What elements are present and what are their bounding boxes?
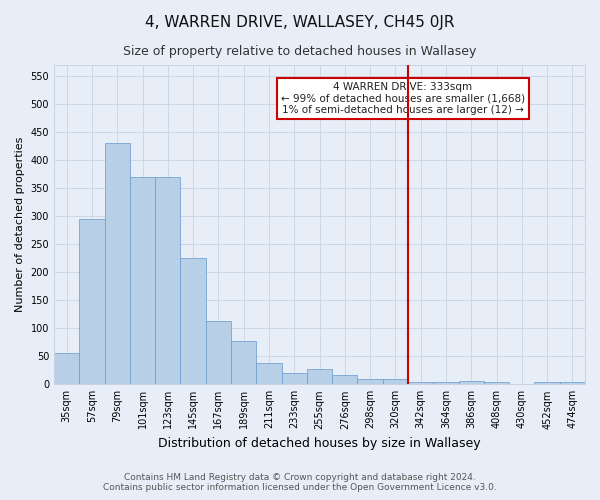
Bar <box>408 382 433 384</box>
Bar <box>256 363 281 384</box>
Text: 4 WARREN DRIVE: 333sqm
← 99% of detached houses are smaller (1,668)
1% of semi-d: 4 WARREN DRIVE: 333sqm ← 99% of detached… <box>281 82 525 115</box>
Bar <box>79 219 104 384</box>
Bar <box>104 144 130 384</box>
Text: 4, WARREN DRIVE, WALLASEY, CH45 0JR: 4, WARREN DRIVE, WALLASEY, CH45 0JR <box>145 15 455 30</box>
Bar <box>433 382 458 384</box>
Bar <box>383 380 408 384</box>
Bar <box>155 177 181 384</box>
Bar <box>458 381 484 384</box>
X-axis label: Distribution of detached houses by size in Wallasey: Distribution of detached houses by size … <box>158 437 481 450</box>
Bar <box>281 373 307 384</box>
Text: Size of property relative to detached houses in Wallasey: Size of property relative to detached ho… <box>124 45 476 58</box>
Bar <box>535 382 560 384</box>
Bar <box>484 382 509 384</box>
Bar <box>130 177 155 384</box>
Bar <box>358 378 383 384</box>
Bar <box>332 375 358 384</box>
Bar <box>206 321 231 384</box>
Bar <box>181 258 206 384</box>
Bar <box>560 382 585 384</box>
Bar <box>231 341 256 384</box>
Text: Contains HM Land Registry data © Crown copyright and database right 2024.
Contai: Contains HM Land Registry data © Crown c… <box>103 473 497 492</box>
Y-axis label: Number of detached properties: Number of detached properties <box>15 137 25 312</box>
Bar <box>307 368 332 384</box>
Bar <box>54 354 79 384</box>
